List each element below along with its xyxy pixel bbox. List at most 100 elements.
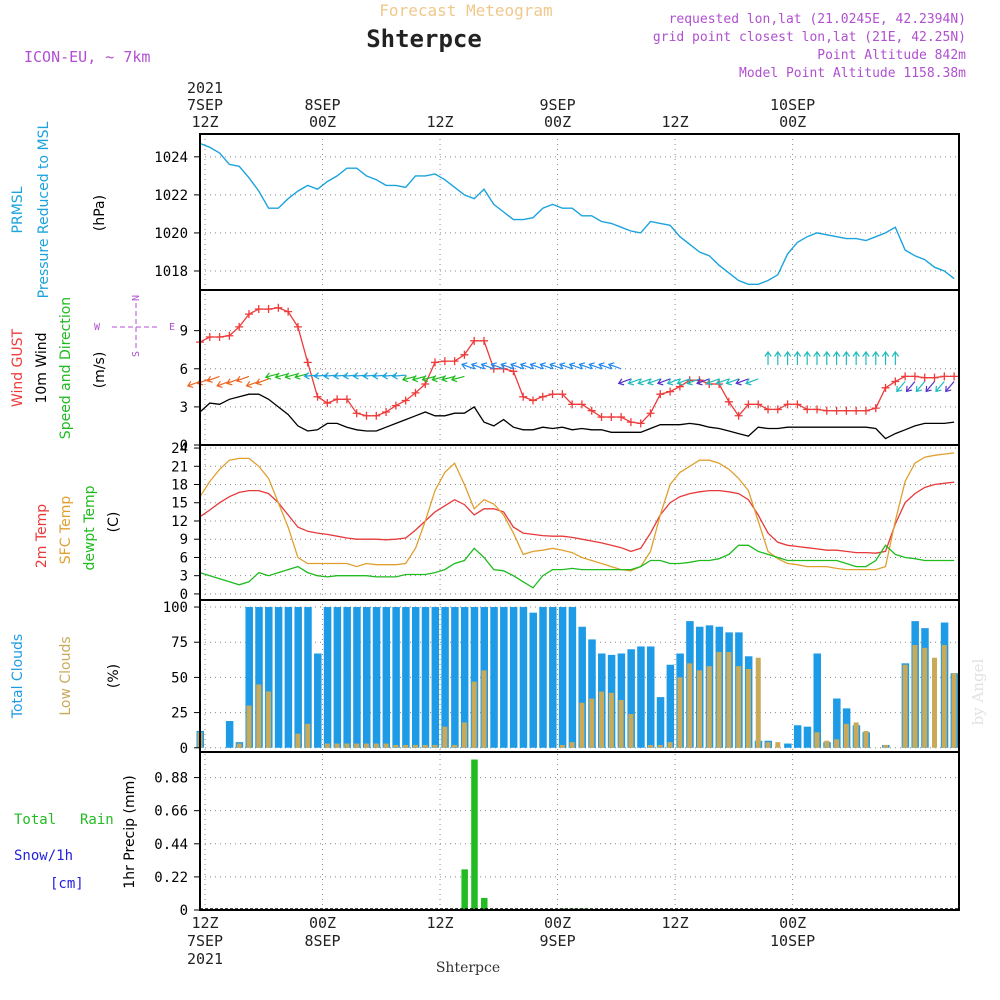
gust-point [910,372,919,381]
gust-point [538,392,547,401]
low-cloud-bar [706,666,712,748]
top-time-label: 2021 [187,79,223,97]
total-cloud-bar [421,607,430,748]
wind-direction-arrow [735,378,749,386]
gust-point [372,411,381,420]
low-cloud-bar [471,681,477,748]
gust-point [617,413,626,422]
wind-direction-arrow [935,381,945,393]
low-cloud-bar [951,673,957,748]
low-cloud-bar [344,743,350,748]
low-cloud-bar [745,668,751,748]
point-altitude: Point Altitude 842m [817,48,966,63]
pressure-frame [199,133,960,291]
top-time-label: 00Z [779,113,806,131]
bottom-time-label: 8SEP [304,932,340,950]
rain-bar [461,869,468,910]
compass-n: N [131,295,142,301]
gust-point [480,336,489,345]
gust-point [215,333,224,342]
total-cloud-bar [637,646,645,748]
total-cloud-bar [627,649,635,748]
gust-point [587,406,596,415]
low-cloud-bar [256,684,262,748]
total-cloud-bar [460,607,469,748]
total-cloud-bar [372,607,381,748]
wind-direction-arrow [842,350,851,365]
gust-point [313,392,322,401]
tempsfc-line [199,452,955,572]
low-cloud-bar [765,742,771,748]
wind-compass: N W E S [94,295,175,357]
total-cloud-bar [343,607,351,748]
wind-direction-arrow [715,378,730,386]
gust-point [597,413,606,422]
wind-direction-arrow [549,362,563,370]
low-cloud-bar [305,723,311,748]
low-cloud-bar [569,742,575,748]
low-cloud-bar [324,743,330,748]
precip-unit: 1hr Precip (mm) [122,775,138,888]
gust-point [891,377,900,386]
temp-label-sfc: SFC Temp [58,496,74,565]
total-cloud-bar [519,607,528,748]
wind-direction-arrow [568,362,583,370]
total-cloud-bar [431,607,440,748]
wind-direction-arrow [480,362,495,370]
precip-frame [199,751,960,911]
top-time-label: 10SEP [770,96,815,114]
total-cloud-bar [656,697,665,748]
gust-point [666,387,675,396]
bottom-time-label: 7SEP [187,932,223,950]
low-cloud-bar [403,744,409,748]
low-cloud-bar [667,742,673,748]
precip-tick-label: 0.66 [154,804,188,820]
low-cloud-bar [481,670,487,748]
wind-direction-arrow [627,378,641,386]
gust-point [636,419,645,428]
gust-point [264,305,273,314]
total-cloud-bar [470,607,479,748]
wind-direction-arrow [725,378,739,386]
tick-labels: 1018102010221024036903691215182124025507… [154,150,200,919]
low-cloud-bar [393,744,399,748]
low-cloud-bar [716,652,722,748]
wind-direction-arrow [539,362,553,370]
gust-point [352,409,361,418]
gust-point [930,373,939,382]
low-cloud-bar [559,744,565,748]
gust-point [920,373,929,382]
gust-point [205,333,214,342]
gust-point [724,397,733,406]
wind-direction-arrow [274,372,289,380]
low-cloud-bar [657,744,663,748]
gust-point [822,406,831,415]
total-cloud-bar [647,646,655,748]
temp-label-2m: 2m Temp [34,504,50,568]
low-cloud-bar [461,722,467,748]
cloud-label-low: Low Clouds [58,636,74,715]
low-cloud-bar [608,692,614,748]
gust-point [382,407,391,416]
low-cloud-bar [912,645,918,748]
precip-tick-label: 0.88 [154,771,188,787]
total-cloud-bar [392,607,400,748]
total-cloud-bar [578,626,586,748]
clouds-tick-label: 50 [171,670,188,686]
gust-point [411,388,420,397]
temperature-tick-label: 18 [171,478,188,494]
low-cloud-bar [579,702,585,748]
wind-direction-arrow [500,362,514,370]
total-cloud-bar [362,607,371,748]
wind-direction-arrow [490,362,504,370]
total-cloud-bar [568,607,577,748]
low-cloud-bar [618,699,624,748]
top-time-label: 9SEP [540,96,576,114]
gust-point [293,322,302,331]
total-cloud-bar [411,607,420,748]
pressure-tick-label: 1022 [154,188,188,204]
gust-point [754,400,763,409]
gust-point [284,307,293,316]
rain-bar [481,897,488,910]
low-cloud-bar [736,666,742,748]
